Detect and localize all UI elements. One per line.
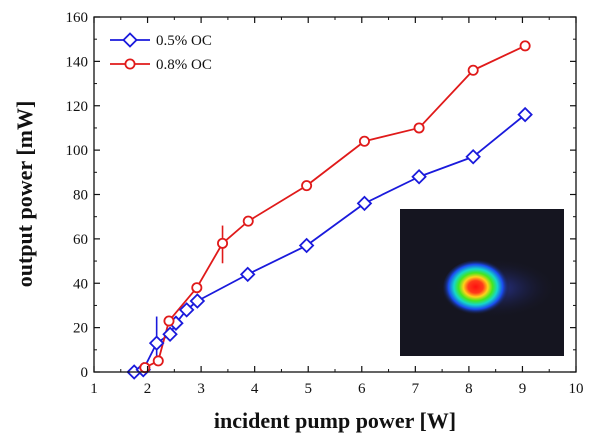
y-axis-ticks: 0 20 40 60 80 100 120 140 160 bbox=[66, 10, 576, 381]
x-tick-label: 6 bbox=[358, 381, 366, 397]
data-point-0-5-oc bbox=[411, 168, 427, 185]
data-point-0-8-oc bbox=[242, 215, 254, 227]
data-point-0-8-oc bbox=[191, 282, 203, 294]
legend-marker-0-8-oc bbox=[124, 58, 136, 70]
beam-spot bbox=[443, 260, 511, 316]
x-tick-label: 8 bbox=[465, 381, 473, 397]
data-point-0-8-oc bbox=[519, 40, 531, 52]
data-point-0-5-oc bbox=[178, 302, 195, 318]
x-tick-label: 3 bbox=[197, 381, 205, 397]
x-tick-label: 1 bbox=[90, 381, 98, 397]
y-tick-label: 160 bbox=[66, 10, 89, 26]
legend-label-0-8-oc: 0.8% OC bbox=[156, 57, 212, 73]
data-point-0-5-oc bbox=[465, 149, 481, 165]
data-point-0-8-oc bbox=[301, 180, 313, 192]
data-point-0-5-oc bbox=[298, 237, 315, 254]
y-tick-label: 80 bbox=[73, 188, 88, 204]
y-tick-label: 40 bbox=[73, 276, 88, 292]
y-tick-label: 140 bbox=[66, 54, 89, 70]
data-point-0-8-oc bbox=[467, 64, 479, 76]
x-axis-label: incident pump power [W] bbox=[214, 408, 456, 433]
legend: 0.5% OC 0.8% OC bbox=[110, 32, 212, 73]
x-tick-label: 5 bbox=[304, 381, 312, 397]
data-point-0-8-oc bbox=[217, 237, 229, 249]
beam-profile-inset bbox=[400, 209, 564, 356]
series-markers bbox=[126, 40, 533, 380]
y-tick-label: 120 bbox=[66, 99, 89, 115]
data-point-0-5-oc bbox=[517, 106, 533, 123]
data-point-0-8-oc bbox=[163, 315, 175, 327]
y-tick-label: 100 bbox=[66, 143, 89, 159]
data-point-0-5-oc bbox=[189, 293, 206, 309]
data-point-0-5-oc bbox=[356, 195, 373, 212]
y-axis-label: output power [mW] bbox=[12, 101, 37, 288]
x-axis-ticks: 1 2 3 4 5 6 7 8 9 10 bbox=[90, 17, 584, 397]
legend-label-0-5-oc: 0.5% OC bbox=[156, 33, 212, 49]
x-tick-label: 10 bbox=[569, 381, 584, 397]
x-tick-label: 4 bbox=[251, 381, 259, 397]
data-point-0-8-oc bbox=[152, 355, 164, 367]
data-point-0-5-oc bbox=[162, 326, 178, 343]
y-tick-label: 60 bbox=[73, 232, 88, 248]
y-tick-label: 20 bbox=[73, 321, 88, 337]
data-point-0-8-oc bbox=[358, 135, 370, 147]
x-tick-label: 7 bbox=[412, 381, 420, 397]
data-point-0-5-oc bbox=[239, 266, 256, 283]
data-point-0-8-oc bbox=[413, 122, 425, 134]
x-tick-label: 9 bbox=[519, 381, 527, 397]
y-tick-label: 0 bbox=[81, 365, 89, 381]
x-tick-label: 2 bbox=[144, 381, 152, 397]
legend-marker-0-5-oc bbox=[122, 32, 138, 48]
data-point-0-5-oc bbox=[148, 335, 165, 351]
